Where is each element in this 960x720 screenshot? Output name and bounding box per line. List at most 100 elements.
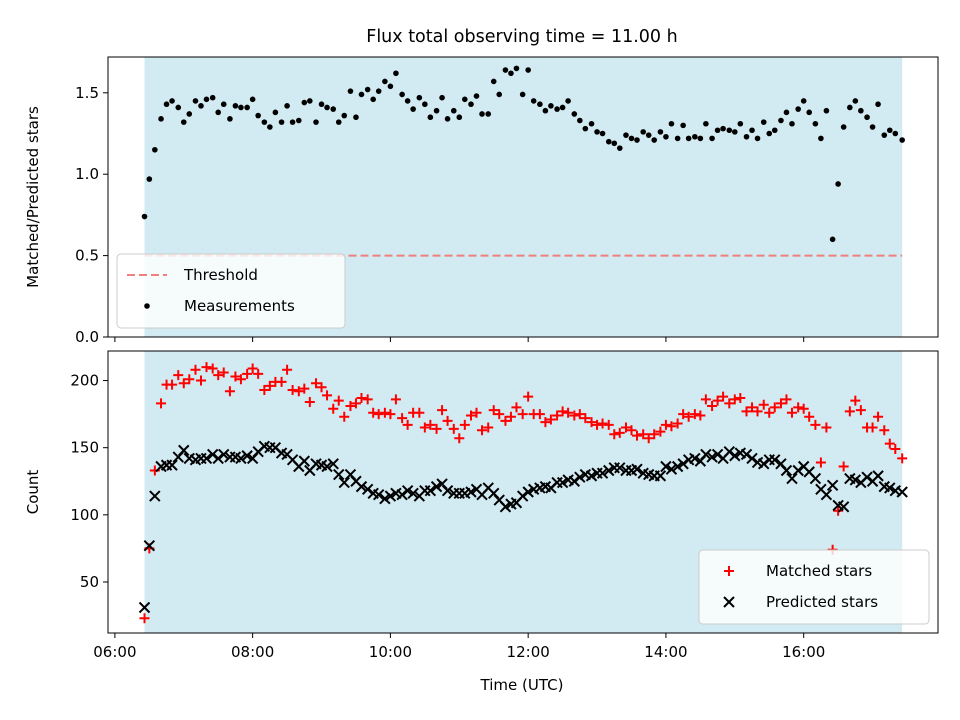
data-point [293, 386, 304, 397]
data-point [666, 421, 677, 432]
data-point [603, 419, 614, 430]
data-point [692, 133, 698, 140]
data-point [178, 378, 189, 389]
data-point [473, 93, 480, 99]
data-point [818, 135, 824, 142]
data-point [220, 101, 227, 108]
data-point [781, 394, 792, 405]
data-point [278, 119, 285, 125]
data-point [897, 453, 908, 464]
data-point [327, 458, 339, 470]
legend-handle [723, 596, 735, 608]
data-point [203, 96, 210, 103]
data-point [835, 181, 841, 187]
data-point [439, 94, 445, 101]
data-point [316, 382, 327, 393]
data-point [218, 448, 230, 461]
data-point [649, 429, 660, 440]
data-point [786, 407, 797, 418]
x-tick-label: 08:00 [231, 643, 274, 661]
data-point [441, 484, 454, 497]
data-point [198, 103, 204, 109]
data-point [568, 475, 581, 487]
data-point [754, 135, 761, 142]
data-point [385, 409, 396, 420]
data-point [611, 140, 618, 147]
data-point [674, 135, 681, 142]
data-point [554, 106, 560, 112]
data-point [665, 463, 678, 475]
data-point [379, 493, 391, 505]
data-point [424, 484, 437, 497]
data-point [671, 460, 684, 473]
data-point [599, 130, 606, 137]
data-point [703, 120, 709, 127]
data-point [592, 419, 603, 430]
data-point [166, 459, 178, 471]
data-point [614, 427, 625, 438]
data-point [838, 461, 849, 472]
data-point [500, 415, 511, 426]
data-point [242, 368, 253, 379]
data-point [798, 403, 809, 414]
data-point [569, 410, 580, 421]
data-point [758, 458, 770, 470]
data-point [680, 122, 686, 129]
data-point [892, 130, 899, 137]
data-point [783, 109, 790, 116]
data-point [806, 109, 812, 116]
data-point [840, 124, 847, 130]
data-point [741, 406, 752, 417]
y-tick-label: 200 [70, 372, 99, 390]
data-point [372, 488, 385, 501]
data-point [849, 474, 862, 486]
data-point [456, 114, 463, 121]
x-axis-label: Time (UTC) [480, 676, 564, 694]
data-point [399, 91, 405, 98]
data-point [152, 146, 158, 153]
data-point [778, 117, 784, 124]
data-point [362, 394, 373, 405]
data-point [726, 127, 733, 134]
data-point [330, 106, 337, 112]
data-point [321, 460, 333, 473]
data-point [837, 501, 850, 513]
data-point [574, 409, 585, 420]
legend: Threshold Measurements [116, 253, 346, 329]
legend-label: Predicted stars [766, 593, 878, 611]
data-point [810, 419, 821, 430]
data-point [465, 410, 476, 421]
data-point [295, 117, 302, 124]
data-point [396, 488, 408, 501]
data-point [450, 107, 457, 114]
data-point [477, 425, 488, 436]
data-point [826, 479, 839, 491]
data-point [852, 98, 859, 104]
data-point [780, 464, 793, 477]
data-point [299, 383, 310, 394]
data-point [700, 394, 711, 405]
data-point [537, 101, 543, 108]
data-point [709, 135, 715, 142]
series-matched-stars [139, 362, 908, 624]
data-point [867, 422, 878, 433]
data-point [350, 398, 361, 409]
data-point [638, 429, 649, 440]
x-tick-label: 10:00 [369, 643, 412, 661]
data-point [494, 409, 505, 420]
data-point [313, 119, 319, 125]
data-point [634, 137, 640, 143]
data-point [516, 490, 529, 502]
data-point [711, 448, 724, 461]
data-point [238, 104, 244, 111]
data-point [800, 98, 807, 104]
data-point [402, 419, 413, 430]
data-point [707, 401, 718, 412]
data-point [427, 114, 434, 121]
data-point [370, 96, 376, 103]
data-point [875, 101, 881, 108]
data-point [430, 480, 443, 493]
data-point [353, 114, 359, 121]
data-point [596, 467, 609, 479]
legend-frame [698, 549, 930, 625]
